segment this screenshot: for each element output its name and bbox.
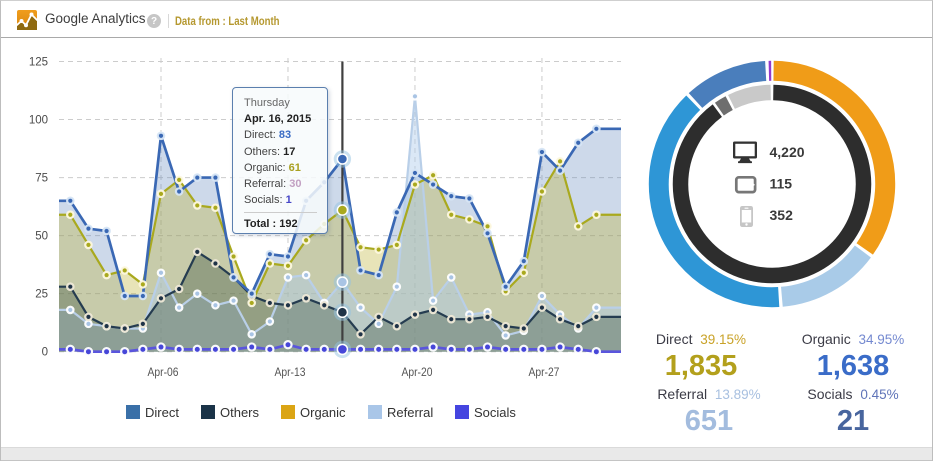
svg-text:0: 0 bbox=[42, 347, 48, 359]
svg-text:125: 125 bbox=[29, 57, 48, 69]
svg-text:115: 115 bbox=[770, 176, 793, 192]
svg-text:50: 50 bbox=[35, 231, 48, 243]
svg-text:75: 75 bbox=[35, 173, 48, 185]
svg-text:Apr-27: Apr-27 bbox=[528, 365, 559, 379]
svg-text:Apr-20: Apr-20 bbox=[401, 365, 432, 379]
svg-text:25: 25 bbox=[35, 289, 48, 301]
svg-text:Apr-13: Apr-13 bbox=[274, 365, 305, 379]
svg-text:100: 100 bbox=[29, 115, 48, 127]
svg-text:352: 352 bbox=[770, 207, 794, 223]
svg-text:Apr-06: Apr-06 bbox=[148, 365, 179, 379]
svg-text:4,220: 4,220 bbox=[770, 144, 805, 160]
